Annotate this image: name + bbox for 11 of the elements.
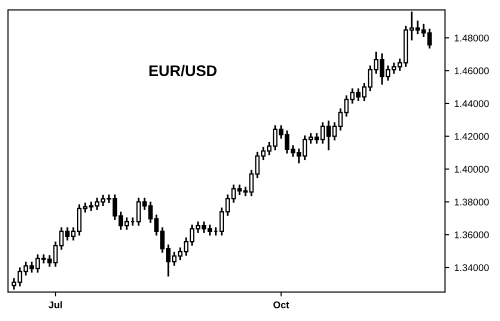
y-tick-label: 1.46000 — [454, 67, 489, 74]
y-tick-label: 1.42000 — [454, 133, 489, 140]
y-tick-label: 1.34000 — [454, 264, 489, 272]
y-tick-label: 1.38000 — [454, 198, 489, 206]
x-tick-label: Oct — [273, 301, 290, 308]
y-tick-label: 1.36000 — [454, 231, 489, 238]
y-tick-label: 1.40000 — [454, 166, 489, 173]
y-tick-label: 1.48000 — [454, 34, 489, 42]
x-tick-label: Jul — [48, 301, 62, 308]
y-tick-label: 1.44000 — [454, 100, 489, 108]
text: EUR/USD — [149, 64, 217, 76]
